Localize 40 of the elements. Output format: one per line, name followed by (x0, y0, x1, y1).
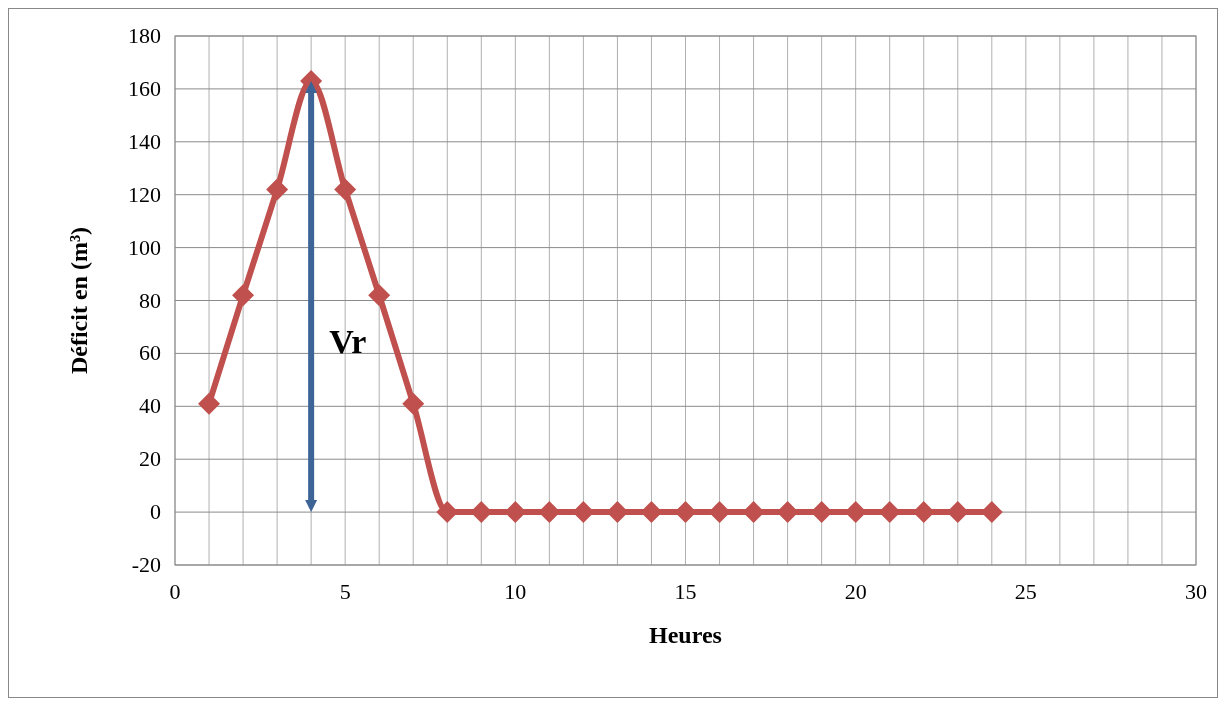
y-tick-label: 100 (128, 234, 161, 260)
x-tick-label: 25 (1014, 579, 1037, 604)
point (470, 501, 493, 524)
point (538, 501, 561, 524)
point (334, 178, 357, 201)
point (640, 501, 663, 524)
point (844, 501, 867, 524)
annotation: Vr (329, 322, 367, 360)
point (402, 392, 425, 415)
point (674, 501, 697, 524)
y-tick-label: 80 (139, 287, 161, 313)
point (232, 284, 255, 307)
y-tick-label: 0 (150, 499, 161, 525)
y-tick-label: 40 (139, 393, 161, 419)
point (810, 501, 833, 524)
y-tick-label: 60 (139, 340, 161, 366)
y-tick-label: -20 (131, 552, 161, 577)
y-tick-label: 160 (128, 75, 161, 101)
point (742, 501, 765, 524)
x-tick-label: 10 (504, 579, 527, 604)
y-axis-title: Déficit en (m³) (66, 226, 92, 375)
point (266, 178, 289, 201)
y-tick-label: 120 (128, 181, 161, 207)
point (504, 501, 527, 524)
point (878, 501, 901, 524)
y-tick-label: 140 (128, 128, 161, 154)
x-tick-label: 0 (169, 579, 181, 604)
x-tick-label: 30 (1185, 579, 1207, 604)
x-tick-label: 20 (844, 579, 867, 604)
x-tick-label: 5 (339, 579, 351, 604)
x-tick-label: 15 (674, 579, 697, 604)
y-tick-label: 180 (128, 23, 161, 48)
y-tick-label: 20 (139, 446, 161, 472)
point (572, 501, 595, 524)
point (198, 392, 221, 415)
point (606, 501, 629, 524)
point (708, 501, 731, 524)
point (776, 501, 799, 524)
point (368, 284, 391, 307)
x-axis-title: Heures (649, 622, 722, 648)
